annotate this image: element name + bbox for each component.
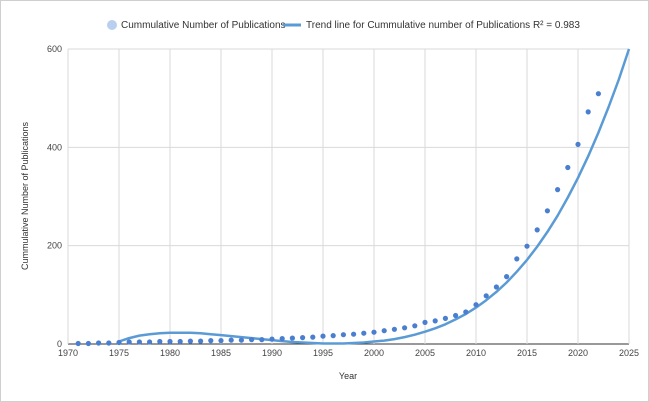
data-point (279, 336, 285, 342)
data-point (310, 334, 316, 340)
x-tick-label: 2010 (466, 348, 486, 358)
data-point (402, 325, 408, 331)
legend-scatter-marker (107, 20, 117, 30)
data-point (361, 330, 367, 336)
data-point (126, 339, 132, 345)
x-axis-title: Year (339, 371, 357, 381)
data-point (177, 338, 183, 345)
axes: 0 200 400 600 1970 1975 1980 1985 1990 1995 2000 20… (47, 44, 639, 358)
data-points-group (75, 91, 602, 347)
grid-lines (67, 48, 630, 345)
data-point (412, 323, 418, 329)
data-point (198, 338, 204, 344)
data-point (483, 293, 489, 299)
data-point (453, 312, 459, 319)
data-point (116, 339, 122, 346)
data-point (391, 326, 397, 332)
data-point (157, 338, 163, 345)
x-tick-label: 1980 (160, 348, 180, 358)
data-point (269, 336, 275, 342)
x-tick-label: 1990 (262, 348, 282, 358)
x-tick-label: 1970 (58, 348, 78, 358)
data-point (422, 319, 428, 325)
data-point (75, 340, 81, 347)
data-point (524, 243, 530, 249)
x-tick-label: 1975 (109, 348, 129, 358)
x-tick-label: 2025 (619, 348, 639, 358)
data-point (136, 339, 142, 345)
data-point (381, 328, 387, 334)
legend-scatter-label: Cummulative Number of Publications (121, 20, 286, 31)
data-point (320, 333, 326, 339)
data-point (340, 332, 346, 338)
x-tick-label: 2005 (415, 348, 435, 358)
y-axis-title: Cummulative Number of Publications (20, 121, 30, 270)
data-point (504, 274, 510, 280)
data-point (289, 335, 295, 341)
data-point (96, 340, 102, 346)
data-point (575, 141, 581, 147)
data-point (228, 337, 234, 343)
data-point (473, 302, 479, 308)
data-point (534, 227, 540, 233)
trendline (118, 48, 631, 345)
data-point (106, 340, 112, 346)
x-tick-label: 2020 (568, 348, 588, 358)
data-point (544, 208, 551, 214)
data-point (595, 91, 602, 97)
data-point (432, 318, 438, 324)
data-point (238, 337, 244, 343)
data-point (259, 337, 265, 343)
data-point (565, 164, 571, 171)
x-tick-label: 2015 (517, 348, 537, 358)
data-point (585, 109, 591, 115)
data-point (371, 329, 377, 335)
y-tick-label: 200 (47, 241, 62, 251)
legend-trend-label: Trend line for Cummulative number of Pub… (306, 20, 580, 31)
data-point (147, 339, 153, 345)
data-point (85, 340, 91, 347)
y-tick-label: 0 (57, 339, 62, 349)
data-point (555, 187, 561, 193)
data-point (463, 309, 469, 315)
y-tick-label: 400 (47, 142, 62, 152)
data-point (167, 338, 173, 345)
x-tick-label: 1995 (313, 348, 333, 358)
data-point (514, 256, 520, 262)
data-point (187, 338, 193, 344)
data-point (351, 331, 357, 337)
data-point (493, 284, 499, 290)
legend: Cummulative Number of Publications Trend… (107, 20, 580, 31)
data-point (249, 337, 255, 343)
data-point (300, 335, 306, 341)
x-tick-label: 1985 (211, 348, 231, 358)
data-point (218, 338, 224, 344)
data-point (330, 333, 336, 339)
trendline-group (118, 48, 631, 345)
y-tick-label: 600 (47, 44, 62, 54)
data-point (442, 315, 448, 321)
data-point (208, 338, 214, 344)
x-tick-label: 2000 (364, 348, 384, 358)
